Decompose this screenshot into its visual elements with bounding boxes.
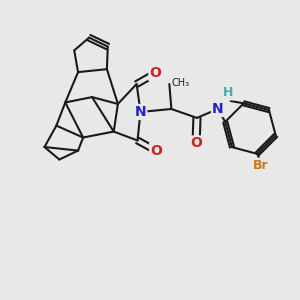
Text: N: N (135, 105, 146, 119)
Text: O: O (149, 66, 161, 80)
Text: H: H (223, 86, 233, 99)
Text: Br: Br (253, 159, 268, 172)
Text: N: N (212, 102, 224, 116)
Text: CH₃: CH₃ (172, 78, 190, 88)
Text: O: O (150, 144, 162, 158)
Text: O: O (190, 136, 202, 151)
